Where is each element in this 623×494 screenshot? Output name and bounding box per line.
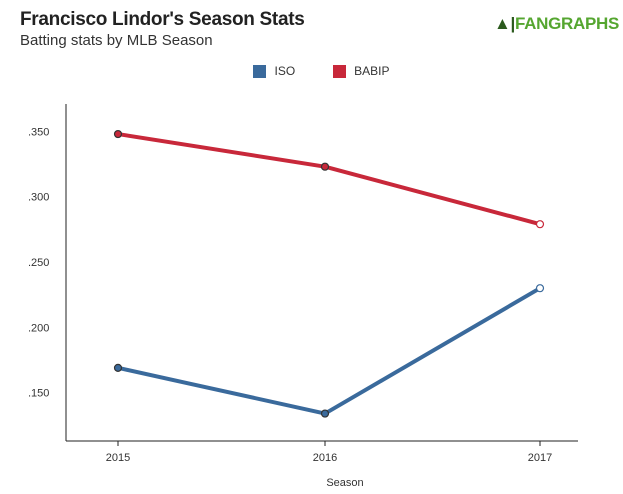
x-axis-title: Season xyxy=(326,477,363,489)
y-tick-label: .300 xyxy=(28,192,49,204)
data-point-iso xyxy=(320,409,330,418)
x-tick-label: 2017 xyxy=(528,452,552,464)
data-point-iso xyxy=(113,363,123,372)
data-point-babip xyxy=(535,220,545,229)
legend-swatch-babip xyxy=(333,64,347,78)
legend-label-babip: BABIP xyxy=(354,64,390,78)
data-point-babip xyxy=(320,162,330,171)
series-line-babip xyxy=(117,132,541,227)
chart-title: Francisco Lindor's Season Stats xyxy=(20,9,305,30)
series-line-iso xyxy=(117,286,542,416)
y-tick-label: .150 xyxy=(28,388,49,400)
legend-label-iso: ISO xyxy=(274,64,296,78)
legend-item-iso[interactable]: ISO xyxy=(253,64,295,78)
fangraphs-logo: ▲|FANGRAPHS xyxy=(494,14,620,33)
y-tick-label: .200 xyxy=(28,322,49,334)
y-tick-label: .350 xyxy=(28,126,49,138)
legend: ISO BABIP xyxy=(0,64,623,78)
legend-item-babip[interactable]: BABIP xyxy=(333,64,390,78)
y-tick-label: .250 xyxy=(28,257,49,269)
x-tick-label: 2016 xyxy=(313,452,337,464)
legend-swatch-iso xyxy=(253,64,267,78)
data-point-babip xyxy=(113,129,123,139)
chart-subtitle: Batting stats by MLB Season xyxy=(20,32,213,49)
data-point-iso xyxy=(535,284,545,293)
x-tick-label: 2015 xyxy=(106,452,130,464)
